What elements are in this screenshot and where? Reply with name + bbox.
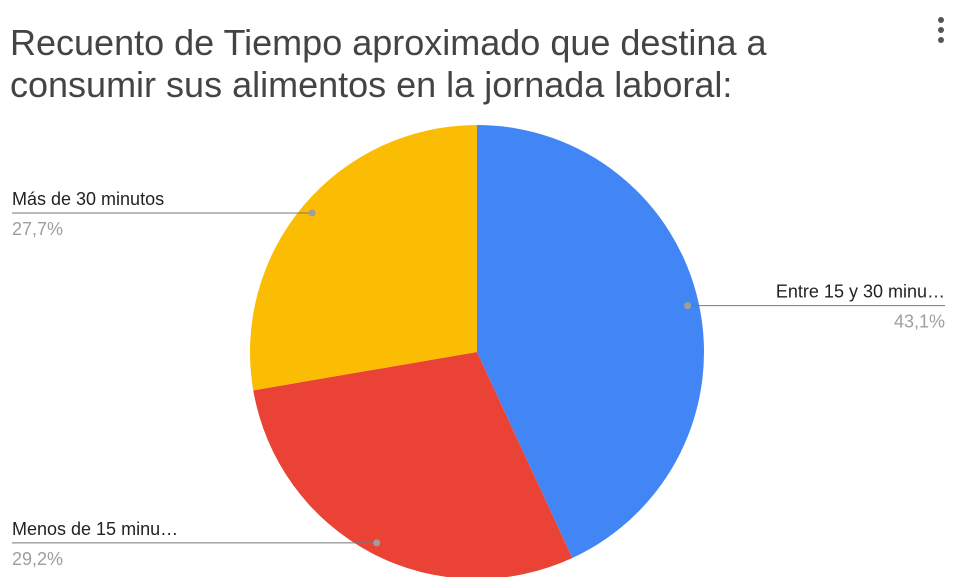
leader-dot <box>373 539 381 547</box>
slice-value-label: 29,2% <box>12 549 63 569</box>
pie-slice <box>253 352 573 577</box>
leader-dot <box>308 209 316 217</box>
slice-value-label: 27,7% <box>12 219 63 239</box>
pie-slice <box>250 125 477 391</box>
menu-dot <box>938 27 944 33</box>
slice-label: Menos de 15 minu… <box>12 519 178 539</box>
menu-dot <box>938 17 944 23</box>
slice-value-label: 43,1% <box>894 312 945 332</box>
pie-slice <box>477 125 704 558</box>
menu-icon[interactable] <box>938 17 944 43</box>
leader-dot <box>684 302 692 310</box>
slice-label: Más de 30 minutos <box>12 189 164 209</box>
slice-label: Entre 15 y 30 minu… <box>776 282 945 302</box>
chart-title: Recuento de Tiempo aproximado que destin… <box>10 22 767 105</box>
menu-dot <box>938 37 944 43</box>
